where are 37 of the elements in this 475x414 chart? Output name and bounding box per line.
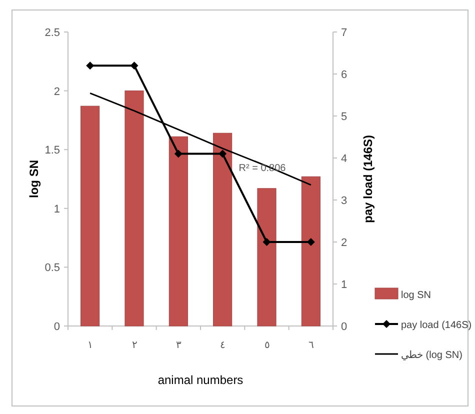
y-tick-label: 2 xyxy=(54,86,60,98)
y2-tick-label: 2 xyxy=(341,237,348,249)
bar xyxy=(213,132,232,326)
x-axis-title: animal numbers xyxy=(158,373,244,387)
x-tick-label: ١ xyxy=(88,340,93,351)
y2-tick-label: 1 xyxy=(341,279,348,291)
y-tick-label: 1 xyxy=(54,203,60,216)
y2-tick-label: 4 xyxy=(341,153,348,165)
y2-tick-label: 3 xyxy=(341,195,348,207)
y-tick-label: 0 xyxy=(54,321,60,333)
y-tick-label: 1.5 xyxy=(44,144,60,157)
point xyxy=(174,150,182,158)
y2-axis-title: pay load (146S) xyxy=(361,134,375,224)
bar xyxy=(80,106,100,326)
y2-tick-label: 6 xyxy=(341,69,348,81)
legend-label: log SN xyxy=(401,290,432,301)
bar xyxy=(257,188,276,326)
x-tick-label: ٥ xyxy=(264,340,270,351)
legend-label: pay load (146S) xyxy=(401,320,472,331)
point xyxy=(86,62,94,70)
y-tick-label: 2.5 xyxy=(44,27,60,39)
y2-tick-label: 0 xyxy=(341,321,348,333)
x-tick-label: ٦ xyxy=(308,340,314,351)
y2-tick-label: 5 xyxy=(341,111,348,123)
x-tick-label: ٢ xyxy=(132,340,137,351)
point xyxy=(262,238,271,246)
y2-tick-label: 7 xyxy=(341,27,348,39)
x-tick-label: ٣ xyxy=(176,340,182,351)
bar xyxy=(301,176,320,326)
point xyxy=(218,150,227,158)
x-tick-label: ٤ xyxy=(220,340,226,351)
legend-label: خطي (log SN) xyxy=(401,350,462,361)
point xyxy=(130,62,138,70)
y-tick-label: 0.5 xyxy=(44,262,60,274)
bar xyxy=(124,90,144,326)
y-axis-title: log SN xyxy=(27,160,41,198)
bar xyxy=(168,136,188,326)
